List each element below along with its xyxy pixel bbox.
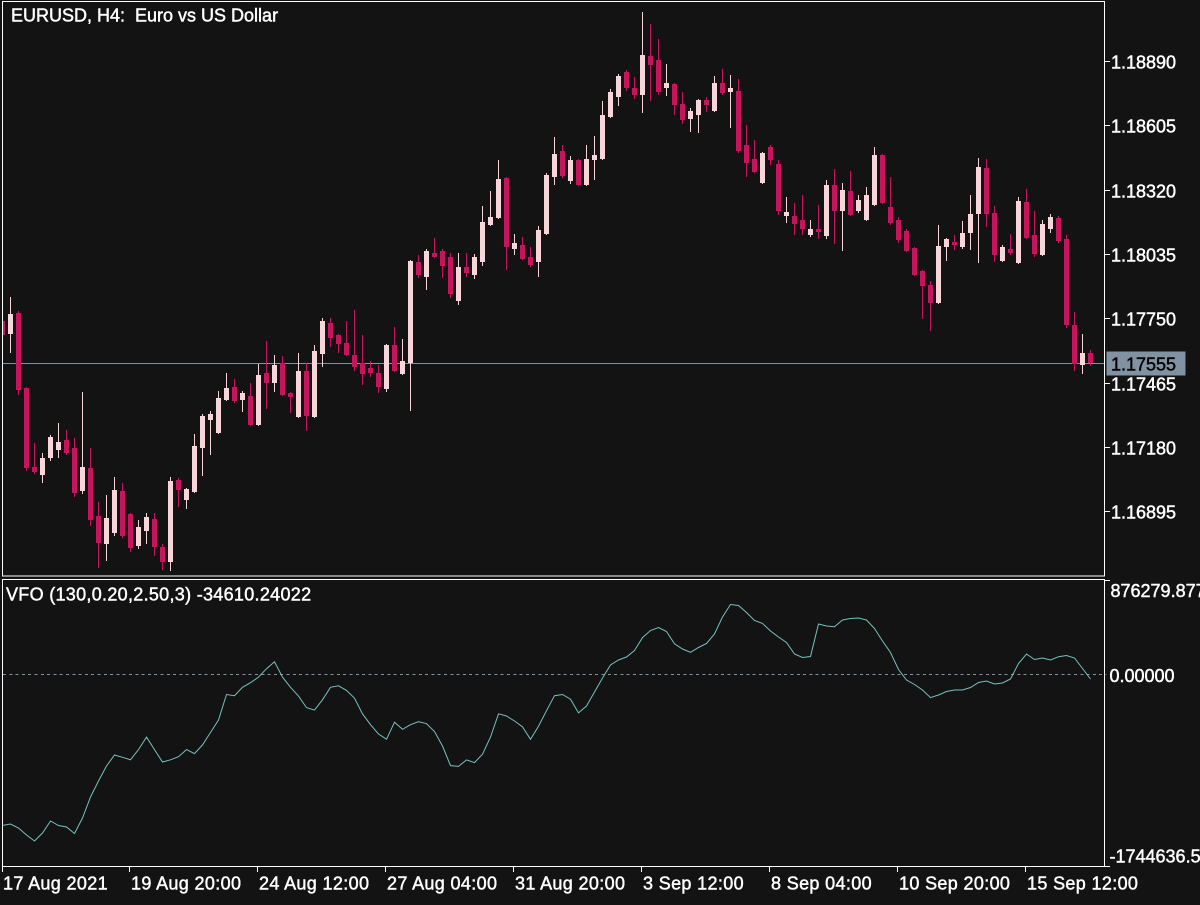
svg-text:8 Sep 04:00: 8 Sep 04:00 xyxy=(771,874,872,894)
svg-text:1.17555: 1.17555 xyxy=(1111,355,1176,375)
svg-text:27 Aug 04:00: 27 Aug 04:00 xyxy=(387,874,497,894)
svg-text:1.17465: 1.17465 xyxy=(1111,375,1176,395)
svg-text:1.18605: 1.18605 xyxy=(1111,117,1176,137)
svg-text:1.18890: 1.18890 xyxy=(1111,53,1176,73)
svg-text:15 Sep 12:00: 15 Sep 12:00 xyxy=(1027,874,1138,894)
svg-text:19 Aug 20:00: 19 Aug 20:00 xyxy=(131,874,241,894)
svg-text:1.18035: 1.18035 xyxy=(1111,246,1176,266)
svg-text:0.00000: 0.00000 xyxy=(1110,666,1175,686)
svg-text:17 Aug 2021: 17 Aug 2021 xyxy=(3,874,108,894)
svg-text:-1744636.56: -1744636.56 xyxy=(1110,847,1200,867)
svg-text:VFO (130,0.20,2.50,3) -34610.2: VFO (130,0.20,2.50,3) -34610.24022 xyxy=(6,585,311,605)
svg-text:1.17180: 1.17180 xyxy=(1111,439,1176,459)
svg-text:31 Aug 20:00: 31 Aug 20:00 xyxy=(515,874,625,894)
svg-text:1.17750: 1.17750 xyxy=(1111,310,1176,330)
svg-text:1.18320: 1.18320 xyxy=(1111,182,1176,202)
svg-text:EURUSD, H4: Euro vs US Dollar: EURUSD, H4: Euro vs US Dollar xyxy=(11,6,278,26)
svg-text:876279.8776: 876279.8776 xyxy=(1111,581,1200,601)
svg-text:24 Aug 12:00: 24 Aug 12:00 xyxy=(259,874,369,894)
svg-text:1.16895: 1.16895 xyxy=(1111,503,1176,523)
svg-text:3 Sep 12:00: 3 Sep 12:00 xyxy=(643,874,744,894)
svg-text:10 Sep 20:00: 10 Sep 20:00 xyxy=(899,874,1010,894)
